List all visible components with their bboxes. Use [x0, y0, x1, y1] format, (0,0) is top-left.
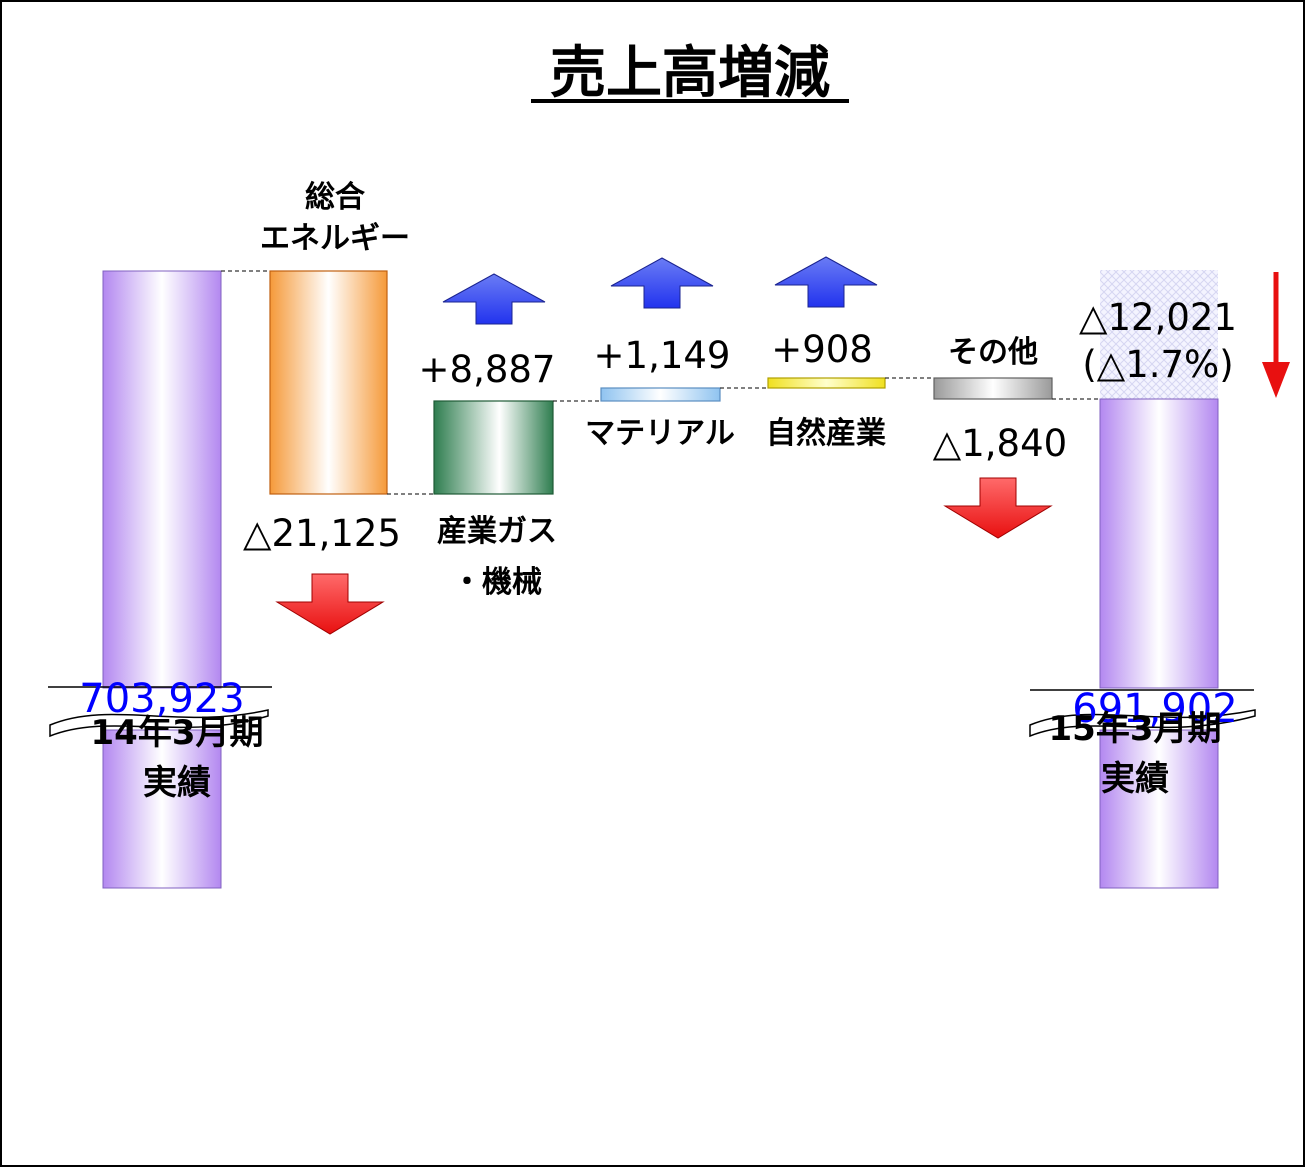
start-period-label-2: 実績 [143, 763, 211, 803]
step-bar [433, 400, 554, 495]
increase-arrow-icon [442, 273, 546, 325]
step-bar [933, 377, 1053, 400]
axis-break-right [1029, 709, 1256, 738]
end-period-label-1: 15年3月期 [1049, 709, 1222, 749]
step-delta-label: +8,887 [419, 348, 556, 391]
axis-break-left [49, 709, 269, 738]
step-category-label: エネルギー [260, 221, 410, 256]
end-total-bar-lower [1099, 729, 1219, 889]
step-category-label: 産業ガス [437, 514, 557, 549]
step-bar [600, 387, 721, 402]
step-delta-label: +1,149 [594, 334, 731, 377]
chart-title: 売上高増減 [550, 41, 830, 106]
increase-arrow-icon [610, 257, 714, 309]
step-bar [269, 270, 388, 495]
total-change-label: △12,021 [1079, 296, 1237, 339]
step-category-label: ・機械 [452, 565, 542, 600]
step-delta-label: △21,125 [243, 512, 401, 555]
step-category-label: その他 [948, 335, 1038, 370]
step-bar [767, 377, 886, 389]
start-value-label: 703,923 [79, 676, 244, 722]
start-period-label-1: 14年3月期 [91, 713, 264, 753]
end-total-bar [1099, 398, 1219, 689]
start-total-bar [102, 270, 222, 689]
step-delta-label: △1,840 [933, 422, 1067, 465]
step-category-label: 総合 [305, 180, 365, 215]
decrease-arrow-icon [275, 573, 385, 635]
step-delta-label: +908 [771, 328, 873, 371]
end-period-label-2: 実績 [1101, 759, 1169, 799]
start-total-bar-lower [102, 729, 222, 889]
decrease-arrow-icon [943, 477, 1053, 539]
step-category-label: マテリアル [585, 416, 735, 451]
end-value-label: 691,902 [1072, 686, 1237, 732]
decrease-zone-hatch [1100, 270, 1218, 399]
step-category-label: 自然産業 [766, 416, 886, 451]
total-change-percent: (△1.7%) [1082, 343, 1233, 386]
increase-arrow-icon [774, 256, 878, 308]
total-change-arrow [1262, 272, 1290, 398]
